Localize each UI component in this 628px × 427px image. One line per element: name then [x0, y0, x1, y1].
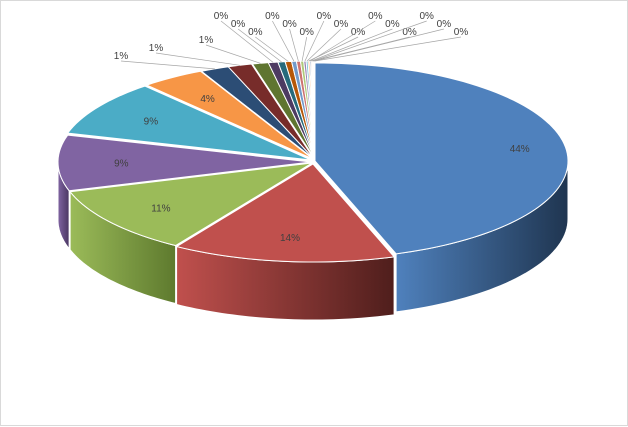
data-label-22: 0% — [437, 19, 452, 30]
leader-line-9 — [221, 21, 273, 62]
data-label-1: 14% — [280, 233, 300, 244]
data-label-15: 0% — [317, 11, 332, 22]
data-label-23: 0% — [454, 27, 469, 38]
data-label-4: 9% — [144, 117, 159, 128]
data-label-2: 11% — [151, 203, 170, 214]
leader-line-20 — [313, 37, 410, 61]
data-label-0: 44% — [510, 144, 530, 155]
data-label-19: 0% — [385, 19, 400, 30]
leader-line-6 — [121, 61, 215, 69]
data-label-3: 9% — [114, 159, 129, 170]
data-label-11: 0% — [248, 27, 263, 38]
leader-line-13 — [290, 29, 299, 61]
data-label-7: 1% — [149, 43, 164, 54]
data-label-6: 1% — [114, 51, 129, 62]
leader-line-22 — [314, 29, 444, 61]
data-label-5: 4% — [200, 94, 215, 105]
leader-line-21 — [314, 21, 427, 61]
leader-line-8 — [206, 45, 260, 63]
data-label-14: 0% — [299, 27, 314, 38]
leader-line-14 — [302, 37, 307, 61]
data-label-9: 0% — [214, 11, 229, 22]
data-label-13: 0% — [282, 19, 297, 30]
data-label-10: 0% — [231, 19, 246, 30]
data-label-12: 0% — [265, 11, 280, 22]
data-label-21: 0% — [419, 11, 434, 22]
leader-line-7 — [156, 53, 240, 65]
leader-line-11 — [255, 37, 288, 62]
data-label-8: 1% — [199, 35, 214, 46]
data-label-16: 0% — [334, 19, 349, 30]
leader-line-23 — [315, 37, 461, 61]
data-label-18: 0% — [368, 11, 383, 22]
